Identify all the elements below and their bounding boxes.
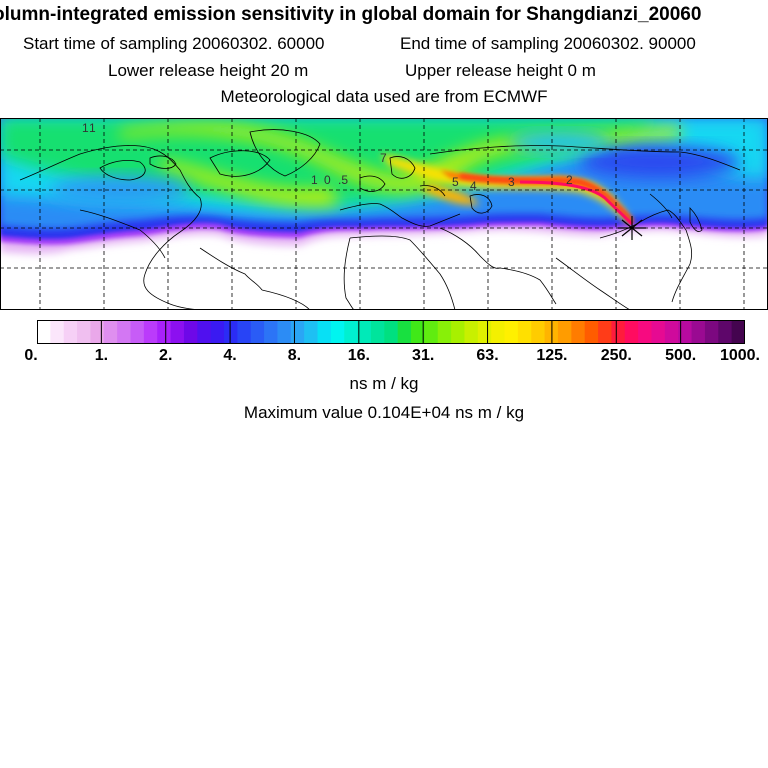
met-data-source: Meteorological data used are from ECMWF	[220, 87, 548, 106]
contour-label-1b: 1	[89, 121, 96, 135]
colorbar-cell	[424, 320, 439, 344]
colorbar-major-ticks	[100, 320, 682, 344]
colorbar-cell	[290, 320, 305, 344]
colorbar-cell	[491, 320, 506, 344]
plot-title: olumn-integrated emission sensitivity in…	[0, 4, 702, 25]
contour-label-2: 2	[566, 173, 573, 187]
colorbar-cell	[517, 320, 532, 344]
colorbar-cell	[317, 320, 332, 344]
colorbar-cell	[130, 320, 145, 344]
colorbar-cell	[37, 320, 51, 344]
contour-label-4: 4	[470, 179, 477, 193]
colorbar-cell	[90, 320, 105, 344]
colorbar-cell	[718, 320, 733, 344]
colorbar-tick-label: 500.	[665, 347, 697, 364]
colorbar-cell	[411, 320, 425, 344]
colorbar-cell	[397, 320, 412, 344]
contour-label-7: 7	[380, 151, 387, 165]
contour-label-05: .5	[338, 173, 348, 187]
colorbar-cell	[117, 320, 132, 344]
contour-label-1a: 1	[82, 121, 89, 135]
colorbar-cells	[37, 320, 745, 344]
colorbar	[37, 320, 745, 344]
maximum-value: Maximum value 0.104E+04 ns m / kg	[243, 403, 525, 422]
colorbar-cell	[357, 320, 372, 344]
colorbar-cell	[304, 320, 319, 344]
colorbar-cell	[598, 320, 613, 344]
colorbar-cell	[143, 320, 158, 344]
colorbar-tick-label: 8.	[287, 347, 302, 364]
colorbar-cell	[264, 320, 279, 344]
colorbar-cell	[50, 320, 65, 344]
colorbar-cell	[571, 320, 586, 344]
colorbar-cell	[197, 320, 212, 344]
colorbar-cell	[691, 320, 706, 344]
contour-label-3: 3	[508, 175, 515, 189]
colorbar-tick-label: 16.	[347, 347, 370, 364]
colorbar-cell	[170, 320, 185, 344]
colorbar-cell	[437, 320, 452, 344]
colorbar-cell	[664, 320, 679, 344]
contour-label-5: 5	[452, 175, 459, 189]
colorbar-cell	[557, 320, 572, 344]
colorbar-cell	[330, 320, 345, 344]
colorbar-cell	[210, 320, 225, 344]
contour-label-0: 0	[324, 173, 331, 187]
sensitivity-field	[0, 118, 768, 254]
colorbar-cell	[731, 320, 745, 344]
colorbar-cell	[157, 320, 172, 344]
lower-release-height: Lower release height 20 m	[108, 61, 309, 80]
colorbar-cell	[103, 320, 118, 344]
colorbar-cell	[77, 320, 92, 344]
colorbar-cell	[504, 320, 519, 344]
colorbar-tick-label: 31.	[412, 347, 435, 364]
colorbar-cell	[250, 320, 265, 344]
units-label: ns m / kg	[349, 374, 419, 393]
colorbar-tick-label: 2.	[159, 347, 173, 364]
colorbar-cell	[678, 320, 693, 344]
upper-release-height: Upper release height 0 m	[405, 61, 596, 80]
emission-sensitivity-map: 1 1 1 0 .5 7 5 4 3 2	[0, 118, 768, 310]
colorbar-cell	[651, 320, 666, 344]
colorbar-cell	[384, 320, 399, 344]
colorbar-tick-label: 4.	[223, 347, 237, 364]
colorbar-cell	[451, 320, 466, 344]
start-time: Start time of sampling 20060302. 60000	[23, 34, 325, 53]
colorbar-cell	[584, 320, 599, 344]
colorbar-cell	[611, 320, 626, 344]
colorbar-cell	[704, 320, 719, 344]
colorbar-cell	[63, 320, 78, 344]
colorbar-tick-label: 63.	[476, 347, 499, 364]
colorbar-cell	[624, 320, 639, 344]
colorbar-tick-label: 125.	[536, 347, 568, 364]
colorbar-cell	[638, 320, 653, 344]
colorbar-frame	[37, 320, 745, 344]
end-time: End time of sampling 20060302. 90000	[400, 34, 696, 53]
colorbar-tick-label: 0.	[24, 347, 38, 364]
coastlines	[19, 129, 741, 310]
colorbar-cell	[224, 320, 238, 344]
colorbar-tick-label: 250.	[600, 347, 632, 364]
colorbar-cell	[370, 320, 385, 344]
colorbar-cell	[464, 320, 479, 344]
colorbar-cell	[344, 320, 359, 344]
colorbar-tick-label: 1.	[94, 347, 109, 364]
colorbar-cell	[237, 320, 252, 344]
receptor-marker	[618, 216, 646, 240]
contour-label-1c: 1	[311, 173, 318, 187]
colorbar-cell	[531, 320, 546, 344]
colorbar-cell	[277, 320, 292, 344]
colorbar-cell	[183, 320, 198, 344]
contour-labels: 1 1 1 0 .5 7 5 4 3 2	[82, 121, 573, 193]
colorbar-cell	[477, 320, 492, 344]
colorbar-tick-label: 1000.	[719, 347, 760, 364]
